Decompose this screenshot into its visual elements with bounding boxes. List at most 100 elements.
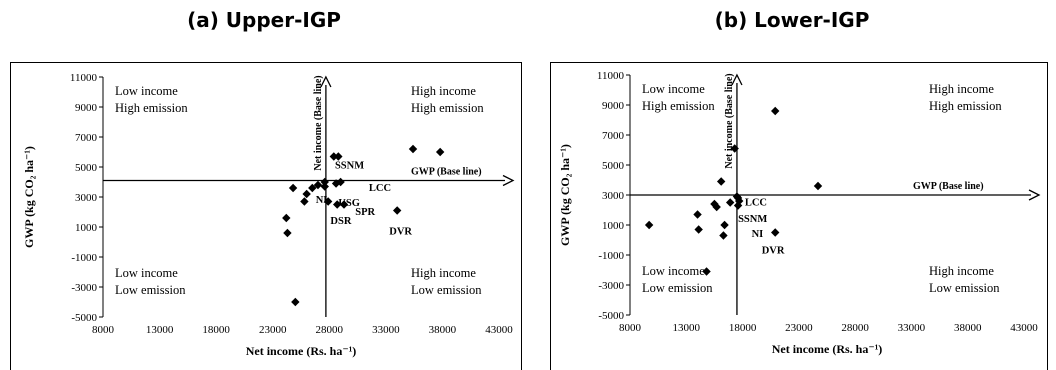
chart-svg-lower-igp: 11000 9000 7000 5000 3000 1000 -1000 -3000 -5000… [558, 70, 1041, 356]
data-point [300, 197, 309, 206]
x-axis-title: Net income (Rs. ha⁻¹) [772, 342, 883, 356]
y-tick-label: 3000 [75, 192, 98, 204]
x-tick-label: 38000 [429, 324, 457, 336]
y-tick-label: 5000 [602, 160, 625, 172]
data-point [333, 200, 342, 209]
data-point [392, 206, 402, 215]
gwp-baseline-arrowhead [502, 174, 515, 187]
x-tick-label: 28000 [316, 324, 344, 336]
data-point [339, 200, 349, 209]
data-point [725, 198, 735, 207]
x-tick-label: 33000 [372, 324, 400, 336]
data-point [302, 189, 311, 199]
chart-svg-upper-igp: 11000 9000 7000 5000 3000 1000 -1000 -3000 -5000… [22, 72, 515, 358]
data-point [408, 144, 418, 154]
x-tick-label: 43000 [1010, 322, 1038, 334]
data-point [771, 106, 780, 116]
y-tick-label: 11000 [597, 70, 625, 82]
x-tick-label: 23000 [785, 322, 813, 334]
quadrant-label-bottom-left: Low income [642, 264, 705, 278]
quadrant-label-bottom-left: Low emission [115, 283, 186, 297]
quadrant-label-bottom-right: High income [929, 264, 994, 278]
x-tick-label: 13000 [673, 322, 701, 334]
quadrant-label-top-right: High emission [411, 101, 484, 115]
x-axis-title: Net income (Rs. ha⁻¹) [246, 344, 357, 358]
y-tick-label: -5000 [71, 312, 97, 324]
point-annotation-ssnm: SSNM [335, 161, 364, 172]
data-point [771, 228, 780, 237]
y-tick-label: -1000 [71, 252, 97, 264]
y-tick-label: 3000 [602, 190, 625, 202]
quadrant-label-top-right: High income [929, 82, 994, 96]
gwp-baseline-arrowhead [1028, 189, 1041, 201]
y-tick-label: -5000 [598, 310, 624, 322]
x-tick-label: 18000 [729, 322, 757, 334]
x-tick-label: 23000 [259, 324, 287, 336]
chart-upper-igp: 11000 9000 7000 5000 3000 1000 -1000 -3000 -5000… [10, 62, 522, 370]
point-annotation-usg: USG [338, 198, 360, 209]
y-tick-label: -3000 [71, 282, 97, 294]
data-point [288, 183, 298, 193]
net-income-baseline-label: Net income (Base line) [724, 73, 735, 168]
point-annotation-ni: NI [752, 229, 764, 240]
data-point [323, 197, 333, 206]
x-tick-label: 43000 [485, 324, 513, 336]
x-tick-label: 8000 [92, 324, 115, 336]
panel-title-upper-igp: (a) Upper-IGP [187, 8, 341, 32]
quadrant-label-top-right: High emission [929, 99, 1002, 113]
panel-title-lower-igp: (b) Lower-IGP [714, 8, 870, 32]
y-tick-label: -3000 [598, 280, 624, 292]
quadrant-label-top-left: Low income [642, 82, 705, 96]
data-point [435, 147, 445, 157]
x-tick-label: 33000 [898, 322, 926, 334]
y-tick-label: 9000 [75, 102, 98, 114]
quadrant-label-top-left: High emission [642, 99, 715, 113]
point-annotation-lcc: LCC [745, 198, 767, 209]
point-annotation-dvr: DVR [389, 227, 412, 238]
quadrant-label-top-right: High income [411, 84, 476, 98]
quadrant-label-bottom-left: Low income [115, 266, 178, 280]
x-tick-label: 13000 [146, 324, 174, 336]
x-tick-label: 8000 [619, 322, 642, 334]
data-point [291, 297, 300, 307]
y-tick-label: -1000 [598, 250, 624, 262]
x-tick-label: 28000 [841, 322, 869, 334]
y-axis-title: GWP (kg CO₂ ha⁻¹) [22, 146, 36, 248]
point-annotation-lcc: LCC [369, 183, 391, 194]
x-tick-label: 38000 [954, 322, 982, 334]
quadrant-label-bottom-right: Low emission [929, 281, 1000, 295]
net-income-baseline-arrowhead [320, 75, 332, 88]
data-point [716, 177, 726, 186]
data-point [712, 202, 721, 212]
y-tick-label: 11000 [70, 72, 98, 84]
x-tick-label: 18000 [202, 324, 230, 336]
data-point [694, 225, 703, 234]
data-point [693, 210, 702, 219]
point-annotation-ssnm: SSNM [738, 214, 767, 225]
point-annotation-dsr: DSR [330, 216, 351, 227]
y-tick-label: 7000 [602, 130, 625, 142]
gwp-baseline-label: GWP (Base line) [913, 181, 984, 192]
quadrant-label-bottom-right: High income [411, 266, 476, 280]
chart-lower-igp: 11000 9000 7000 5000 3000 1000 -1000 -3000 -5000… [550, 62, 1048, 370]
data-point [283, 228, 292, 238]
data-point [702, 267, 711, 276]
data-point [334, 152, 343, 161]
point-annotation-ni: NI [316, 195, 328, 206]
data-point [644, 220, 654, 230]
point-annotation-dvr: DVR [762, 246, 785, 257]
y-tick-label: 1000 [602, 220, 625, 232]
quadrant-label-bottom-right: Low emission [411, 283, 482, 297]
quadrant-label-top-left: High emission [115, 101, 188, 115]
data-point [813, 181, 823, 191]
quadrant-label-top-left: Low income [115, 84, 178, 98]
y-tick-label: 1000 [75, 222, 98, 234]
data-point [719, 231, 728, 240]
y-tick-label: 7000 [75, 132, 98, 144]
net-income-baseline-arrowhead [731, 73, 743, 86]
point-annotation-spr: SPR [355, 207, 375, 218]
y-axis-title: GWP (kg CO₂ ha⁻¹) [558, 144, 572, 246]
gwp-baseline-label: GWP (Base line) [411, 167, 482, 178]
data-point [282, 213, 291, 223]
y-tick-label: 9000 [602, 100, 625, 112]
